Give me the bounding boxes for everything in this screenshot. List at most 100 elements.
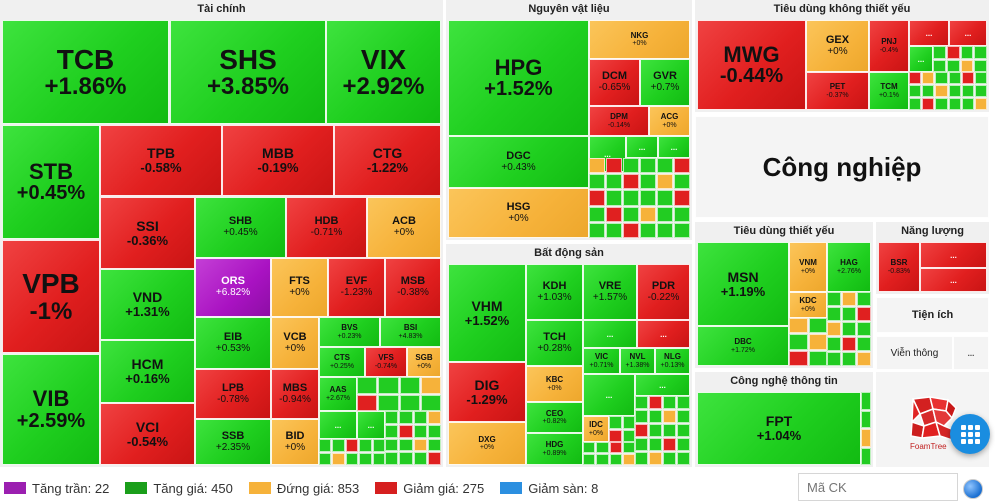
stock-tile-vnd[interactable]: VND +1.31%: [100, 269, 195, 340]
stock-tile-small[interactable]: [861, 429, 871, 447]
stock-tile-small[interactable]: [589, 174, 605, 190]
stock-tile-small[interactable]: [922, 85, 935, 97]
stock-tile-small[interactable]: [332, 439, 345, 452]
stock-tile-small[interactable]: [842, 337, 856, 351]
stock-tile-small[interactable]: [974, 46, 987, 59]
stock-tile-small[interactable]: [420, 377, 441, 394]
stock-tile-small[interactable]: [623, 158, 639, 174]
stock-tile-acg[interactable]: ACG +0%: [649, 106, 690, 136]
stock-tile-small[interactable]: [640, 190, 656, 206]
stock-tile-small[interactable]: [857, 352, 871, 366]
stock-tile-small[interactable]: [974, 72, 987, 84]
stock-tile-mwg[interactable]: MWG -0.44%: [697, 20, 806, 110]
stock-tile-vic[interactable]: VIC +0.71%: [583, 348, 620, 374]
stock-tile-vfs[interactable]: VFS -0.74%: [365, 347, 407, 377]
stock-tile-cts[interactable]: CTS +0.25%: [319, 347, 365, 377]
stock-tile-msn[interactable]: MSN +1.19%: [697, 242, 789, 326]
stock-tile-eib[interactable]: EIB +0.53%: [195, 317, 271, 369]
stock-tile-small[interactable]: [589, 222, 605, 238]
stock-tile-small[interactable]: [596, 442, 609, 453]
more-stocks-tile[interactable]: ...: [626, 136, 658, 158]
stock-tile-small[interactable]: [677, 424, 690, 437]
stock-tile-kdc[interactable]: KDC +0%: [789, 292, 827, 318]
stock-tile-small[interactable]: [827, 337, 841, 351]
stock-tile-small[interactable]: [909, 85, 922, 97]
stock-tile-small[interactable]: [589, 158, 605, 174]
stock-tile-small[interactable]: [623, 174, 639, 190]
stock-tile-vcb[interactable]: VCB +0%: [271, 317, 319, 369]
stock-tile-small[interactable]: [640, 222, 656, 238]
stock-tile-small[interactable]: [596, 454, 609, 465]
stock-tile-small[interactable]: [933, 46, 946, 59]
telecom-sector-panel[interactable]: Viễn thông: [876, 336, 953, 370]
stock-tile-small[interactable]: [649, 438, 662, 451]
stock-tile-bsr[interactable]: BSR -0.83%: [878, 242, 920, 292]
more-stocks-tile[interactable]: ...: [319, 411, 357, 439]
stock-tile-small[interactable]: [861, 447, 871, 465]
more-sectors-tile[interactable]: ...: [953, 336, 989, 370]
utilities-sector-panel[interactable]: Tiện ích: [876, 297, 989, 333]
stock-tile-small[interactable]: [657, 206, 673, 222]
stock-tile-small[interactable]: [974, 85, 987, 97]
stock-tile-small[interactable]: [319, 452, 332, 465]
stock-tile-small[interactable]: [606, 206, 622, 222]
more-stocks-tile[interactable]: ...: [635, 374, 690, 396]
stock-tile-vnm[interactable]: VNM +0%: [789, 242, 827, 292]
stock-tile-small[interactable]: [622, 429, 635, 442]
stock-tile-small[interactable]: [385, 452, 399, 465]
stock-tile-small[interactable]: [399, 394, 420, 411]
stock-tile-vix[interactable]: VIX +2.92%: [326, 20, 441, 124]
stock-tile-ctg[interactable]: CTG -1.22%: [334, 125, 441, 196]
stock-tile-small[interactable]: [842, 307, 856, 321]
industrial-sector-panel[interactable]: Công nghiệp: [695, 116, 989, 218]
stock-tile-small[interactable]: [649, 410, 662, 423]
stock-tile-dcm[interactable]: DCM -0.65%: [589, 59, 640, 106]
stock-tile-fpt[interactable]: FPT +1.04%: [697, 392, 861, 465]
stock-tile-small[interactable]: [674, 190, 690, 206]
stock-tile-pet[interactable]: PET -0.37%: [806, 72, 869, 110]
stock-tile-small[interactable]: [948, 85, 961, 97]
stock-tile-small[interactable]: [385, 438, 399, 452]
stock-tile-small[interactable]: [946, 59, 960, 72]
stock-tile-small[interactable]: [789, 334, 808, 350]
stock-tile-vib[interactable]: VIB +2.59%: [2, 354, 100, 465]
stock-tile-small[interactable]: [827, 292, 841, 306]
stock-tile-small[interactable]: [861, 410, 871, 428]
stock-tile-small[interactable]: [622, 442, 635, 453]
stock-tile-small[interactable]: [372, 439, 385, 452]
more-stocks-tile[interactable]: ...: [583, 374, 635, 416]
stock-tile-small[interactable]: [385, 424, 399, 438]
stock-tile-small[interactable]: [635, 438, 648, 451]
stock-tile-small[interactable]: [640, 158, 656, 174]
stock-tile-small[interactable]: [399, 411, 413, 424]
more-stocks-tile[interactable]: ...: [909, 46, 933, 72]
stock-tile-small[interactable]: [427, 452, 441, 465]
stock-tile-mbb[interactable]: MBB -0.19%: [222, 125, 334, 196]
stock-tile-small[interactable]: [609, 429, 622, 442]
stock-tile-small[interactable]: [961, 72, 974, 84]
stock-tile-small[interactable]: [674, 174, 690, 190]
stock-tile-small[interactable]: [378, 394, 399, 411]
stock-tile-small[interactable]: [663, 452, 676, 465]
stock-tile-ceo[interactable]: CEO +0.82%: [526, 402, 583, 433]
stock-tile-small[interactable]: [413, 411, 427, 424]
stock-tile-hpg[interactable]: HPG +1.52%: [448, 20, 589, 136]
legend-item-flat[interactable]: Đứng giá: 853: [248, 481, 359, 496]
stock-tile-small[interactable]: [623, 222, 639, 238]
stock-tile-small[interactable]: [583, 442, 596, 453]
stock-tile-small[interactable]: [635, 396, 648, 409]
stock-tile-small[interactable]: [808, 334, 827, 350]
more-stocks-tile[interactable]: ...: [583, 320, 637, 348]
stock-tile-small[interactable]: [677, 396, 690, 409]
stock-tile-tcb[interactable]: TCB +1.86%: [2, 20, 169, 124]
stock-tile-small[interactable]: [606, 190, 622, 206]
stock-tile-vre[interactable]: VRE +1.57%: [583, 264, 637, 320]
stock-tile-small[interactable]: [657, 174, 673, 190]
stock-tile-small[interactable]: [359, 452, 372, 465]
stock-tile-small[interactable]: [399, 452, 413, 465]
stock-tile-vci[interactable]: VCI -0.54%: [100, 403, 195, 465]
stock-tile-small[interactable]: [663, 410, 676, 423]
stock-tile-small[interactable]: [935, 98, 948, 110]
stock-tile-small[interactable]: [922, 98, 935, 110]
stock-tile-acb[interactable]: ACB +0%: [367, 197, 441, 258]
